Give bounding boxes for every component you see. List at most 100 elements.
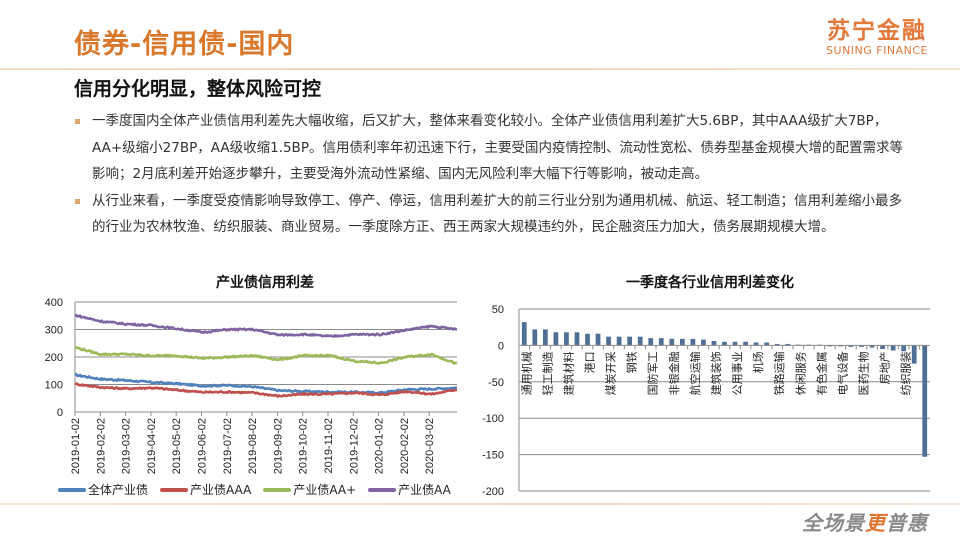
x-category-label: 煤炭开采 <box>605 351 618 395</box>
bullet-marker-icon <box>75 119 80 124</box>
bar <box>911 345 917 364</box>
bar <box>732 341 738 346</box>
x-category-label: 休闲服务 <box>793 351 807 395</box>
x-category-label: 公用事业 <box>731 351 744 395</box>
bar <box>648 338 654 346</box>
bar <box>880 345 885 350</box>
x-tick-label: 2019-01-02 <box>70 418 82 474</box>
footer-slogan: 全场景更普惠 <box>802 507 928 536</box>
bar <box>690 338 696 346</box>
x-category-label: 房地产 <box>878 351 892 384</box>
bar <box>722 341 727 346</box>
legend-item: 产业债AAA <box>160 481 251 498</box>
x-category-label: 纺织服装 <box>899 351 913 395</box>
bar <box>785 343 791 346</box>
x-category-label: 国防军工 <box>646 351 660 395</box>
y-tick-label: 100 <box>45 380 63 392</box>
legend-swatch-icon <box>368 487 397 492</box>
x-tick-label: 2019-09-02 <box>272 418 284 474</box>
y-tick-label: 50 <box>492 304 504 316</box>
x-tick-label: 2019-08-02 <box>247 418 259 474</box>
bar <box>532 329 538 346</box>
x-category-label: 轻工制造 <box>540 351 554 395</box>
bar <box>669 338 675 346</box>
bullet-item: 一季度国内全体产业债信用利差先大幅收缩，后又扩大，整体来看变化较小。全体产业债信… <box>74 108 914 188</box>
bar <box>753 342 759 346</box>
legend-swatch-icon <box>58 487 86 492</box>
x-category-label: 有色金属 <box>814 351 828 395</box>
bar <box>606 336 611 346</box>
bar <box>585 333 590 346</box>
bar <box>848 345 854 347</box>
bar <box>711 341 717 346</box>
logo-en-text: SUNING FINANCE <box>826 44 928 57</box>
y-tick-label: 0 <box>498 340 504 352</box>
x-category-label: 非银金融 <box>667 351 681 395</box>
y-tick-label: -150 <box>482 450 504 462</box>
line-series <box>74 372 458 395</box>
x-tick-label: 2020-02-02 <box>399 418 411 474</box>
line-series <box>74 313 458 338</box>
bar <box>595 333 601 346</box>
line-series <box>74 382 458 398</box>
x-tick-label: 2019-10-02 <box>298 418 310 474</box>
x-tick-label: 2019-02-02 <box>95 418 107 474</box>
x-tick-label: 2019-06-02 <box>197 418 209 474</box>
x-tick-label: 2019-11-02 <box>323 418 335 473</box>
bullet-item: 从行业来看，一季度受疫情影响导致停工、停产、停运，信用利差扩大的前三行业分别为通… <box>74 188 914 241</box>
line-series <box>74 345 458 365</box>
section-heading: 信用分化明显，整体风险可控 <box>74 78 322 100</box>
x-category-label: 通用机械 <box>519 351 533 395</box>
brand-logo: 苏宁金融 SUNING FINANCE <box>826 18 928 57</box>
y-tick-label: 400 <box>45 297 63 309</box>
y-tick-label: -200 <box>482 486 504 498</box>
bar <box>616 336 622 346</box>
x-category-label: 港口 <box>584 351 597 373</box>
legend-swatch-icon <box>263 487 292 492</box>
x-tick-label: 2019-05-02 <box>171 418 183 474</box>
bullet-marker-icon <box>75 198 80 204</box>
x-category-label: 建筑材料 <box>561 351 575 395</box>
legend-label: 产业债AAA <box>190 483 252 497</box>
x-category-label: 建筑装饰 <box>709 351 723 395</box>
bar <box>869 345 875 348</box>
x-category-label: 铁路运输 <box>772 351 786 395</box>
y-tick-label: 300 <box>45 325 63 337</box>
bar <box>901 345 907 352</box>
legend-item: 全体产业债 <box>58 481 148 498</box>
slogan-suffix: 普惠 <box>886 511 928 535</box>
x-category-label: 航空运输 <box>688 351 702 395</box>
bullet-list: 一季度国内全体产业债信用利差先大幅收缩，后又扩大，整体来看变化较小。全体产业债信… <box>74 108 914 241</box>
x-tick-label: 2019-07-02 <box>222 418 234 474</box>
bar <box>542 329 548 346</box>
bar <box>743 341 748 346</box>
header-divider <box>0 68 960 70</box>
x-tick-label: 2020-01-02 <box>374 418 386 474</box>
bar <box>521 322 527 346</box>
x-tick-label: 2019-12-02 <box>348 418 360 474</box>
bullet-text: 从行业来看，一季度受疫情影响导致停工、停产、停运，信用利差扩大的前三行业分别为通… <box>92 192 902 236</box>
bar <box>922 345 928 457</box>
x-category-label: 医药生物 <box>857 351 871 395</box>
legend-item: 产业债AA <box>368 481 451 498</box>
y-tick-label: 0 <box>57 407 63 419</box>
bar <box>679 338 685 346</box>
bar-chart: 50 0 -50 -100 -150 -200 通用机械 轻工制造 建筑材料 港口 煤炭开采 钢铁 国防… <box>482 304 930 498</box>
bar <box>890 345 896 351</box>
x-category-label: 机场 <box>751 351 765 373</box>
legend-label: 全体产业债 <box>88 483 149 497</box>
x-category-label: 钢铁 <box>626 351 639 373</box>
page-title: 债券-信用债-国内 <box>74 29 295 60</box>
x-category-label: 电气设备 <box>835 351 849 395</box>
bar <box>627 336 633 346</box>
logo-cn-text: 苏宁金融 <box>827 18 928 44</box>
bar <box>701 339 706 346</box>
bar <box>658 338 664 346</box>
y-tick-label: -100 <box>482 413 504 425</box>
legend-label: 产业债AA+ <box>293 483 357 497</box>
bar <box>574 332 580 346</box>
bar <box>564 332 569 346</box>
bar <box>637 336 643 346</box>
x-tick-label: 2020-03-02 <box>424 418 436 474</box>
bar <box>859 345 864 347</box>
